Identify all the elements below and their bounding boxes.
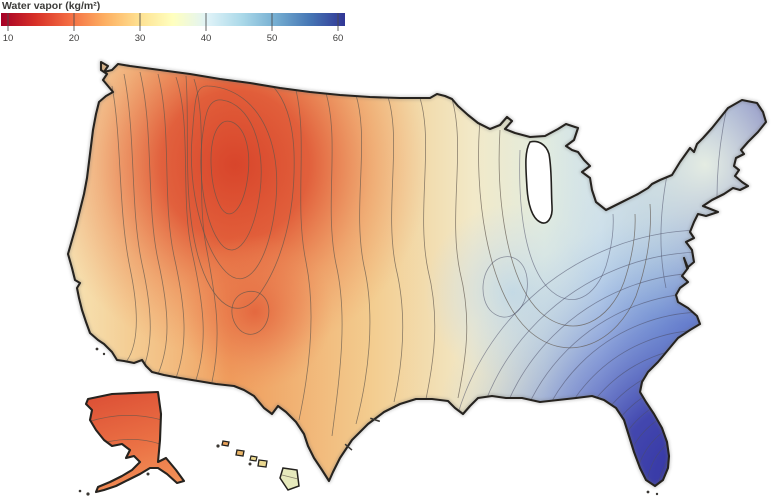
tick-label: 40	[201, 33, 212, 44]
tick-label: 60	[333, 33, 344, 44]
legend-title: Water vapor (kg/m²)	[2, 0, 100, 12]
tick-label: 50	[267, 33, 278, 44]
island-lanai	[248, 462, 252, 466]
hawaii-inset	[216, 440, 300, 491]
island-maui	[257, 459, 268, 468]
legend-color-bar	[1, 13, 345, 26]
island-hawaii-big-island	[279, 467, 300, 491]
lake-michigan	[525, 140, 553, 224]
island-oahu	[235, 449, 245, 457]
tick-label: 10	[3, 33, 14, 44]
legend-tick-labels: 10 20 30 40 50 60	[3, 33, 344, 44]
tick-label: 30	[135, 33, 146, 44]
coastal-islets	[95, 347, 659, 496]
alaska-border	[84, 390, 186, 494]
island-molokai	[249, 455, 258, 462]
color-legend: Water vapor (kg/m²) 10 20 30 40 50 60	[1, 0, 345, 44]
island-kauai	[221, 440, 230, 447]
us-border	[66, 60, 768, 488]
aleutian-islets	[78, 472, 150, 496]
tick-label: 20	[69, 33, 80, 44]
island-niihau	[216, 444, 220, 448]
alaska-inset	[78, 390, 186, 496]
legend-ticks	[7, 13, 339, 31]
